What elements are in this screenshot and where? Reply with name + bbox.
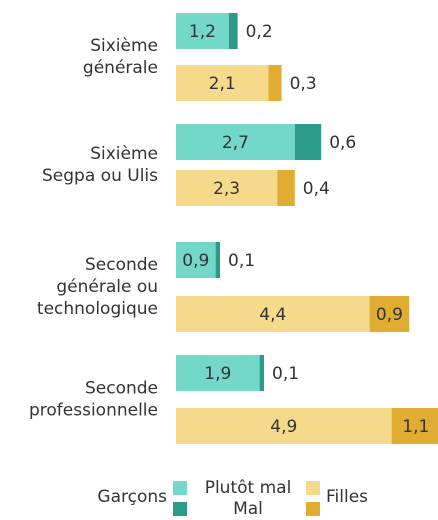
- value-label: 4,4: [259, 305, 286, 325]
- bar-segment: [176, 65, 269, 101]
- category-label: générale ou: [56, 277, 158, 297]
- category-label: Seconde: [85, 255, 158, 275]
- value-label: 1,9: [204, 364, 231, 384]
- legend-swatch: [173, 481, 187, 495]
- bar-segment: [176, 242, 216, 278]
- bar-segment: [228, 13, 238, 49]
- value-label: 0,2: [246, 22, 273, 42]
- category-label: professionnelle: [29, 401, 158, 421]
- category-label: Seconde: [85, 379, 158, 399]
- value-label: 0,9: [376, 305, 403, 325]
- legend-group: Filles: [326, 487, 368, 507]
- value-label: 0,1: [272, 364, 299, 384]
- legend-segment: Mal: [233, 499, 263, 519]
- legend-segment: Plutôt mal: [205, 478, 292, 498]
- bar-segment: [391, 408, 438, 444]
- legend-swatch: [173, 502, 187, 516]
- bar-segment: [369, 296, 410, 332]
- value-label: 0,4: [303, 179, 330, 199]
- legend-group: Garçons: [97, 487, 167, 507]
- value-label: 4,9: [270, 417, 297, 437]
- value-label: 2,1: [209, 74, 236, 94]
- bar-segment: [176, 296, 370, 332]
- bar-segment: [176, 124, 295, 160]
- category-label: technologique: [37, 299, 158, 319]
- bar-segment: [176, 355, 260, 391]
- bar-segment: [176, 13, 229, 49]
- category-label: Sixième: [90, 144, 158, 164]
- legend-swatch: [306, 481, 320, 495]
- bar-segment: [176, 170, 278, 206]
- value-label: 0,9: [182, 251, 209, 271]
- bar-segment: [215, 242, 220, 278]
- bar-segment: [268, 65, 282, 101]
- category-label: générale: [83, 58, 158, 78]
- value-label: 1,1: [402, 417, 429, 437]
- value-label: 0,3: [290, 74, 317, 94]
- value-label: 2,3: [213, 179, 240, 199]
- bar-segment: [259, 355, 264, 391]
- value-label: 1,2: [189, 22, 216, 42]
- bar-segment: [294, 124, 322, 160]
- category-label: Sixième: [90, 36, 158, 56]
- legend-swatch: [306, 502, 320, 516]
- category-label: Segpa ou Ulis: [42, 166, 158, 186]
- value-label: 0,1: [228, 251, 255, 271]
- value-label: 2,7: [222, 133, 249, 153]
- value-label: 0,6: [329, 133, 356, 153]
- bar-segment: [176, 408, 392, 444]
- bar-segment: [277, 170, 295, 206]
